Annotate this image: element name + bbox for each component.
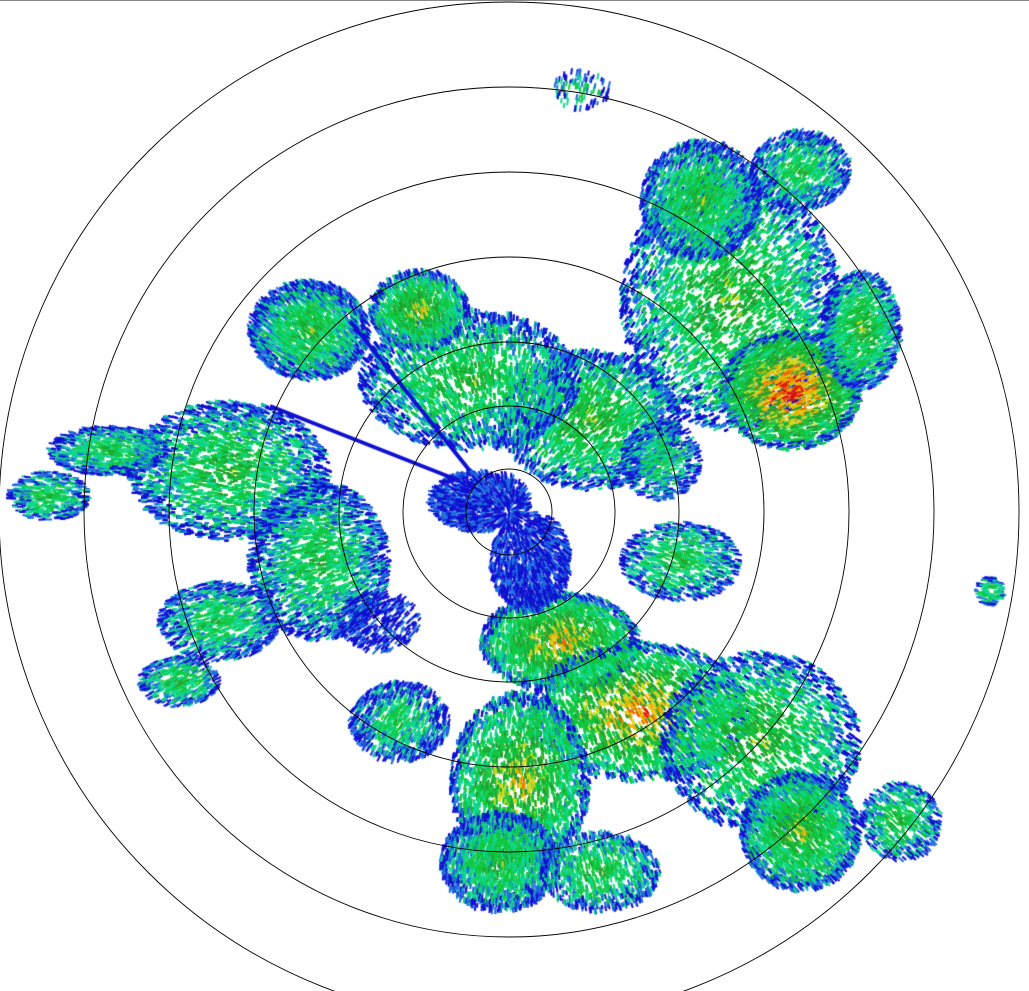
range-ring-3: [338, 341, 680, 683]
range-ring-6: [83, 86, 935, 938]
range-ring-4: [253, 256, 765, 768]
range-ring-2: [402, 405, 616, 619]
range-ring-1: [465, 468, 553, 556]
range-ring-5: [168, 171, 850, 853]
